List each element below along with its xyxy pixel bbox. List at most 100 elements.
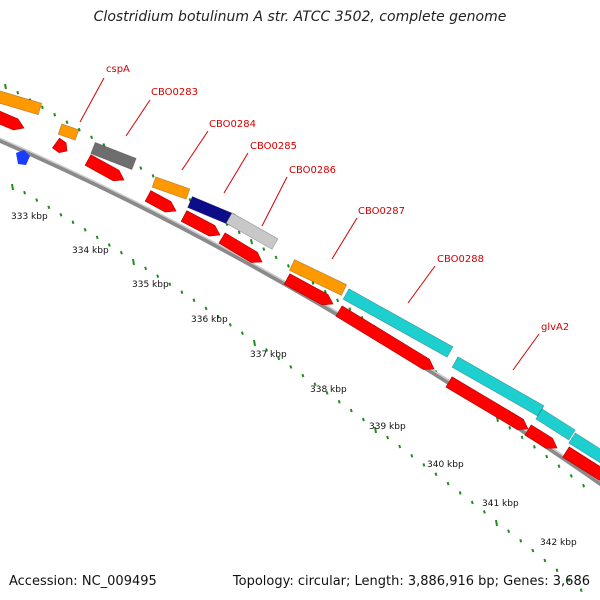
gene-label: CBO0288 <box>437 254 484 265</box>
outer-tick-mark <box>323 289 327 294</box>
inner-tick-mark <box>11 183 14 191</box>
outer-tick-mark <box>348 307 352 311</box>
outer-tick-mark <box>520 435 524 440</box>
kbp-label: 337 kbp <box>250 350 287 360</box>
outer-tick-mark <box>90 135 94 140</box>
gene-label: CBO0287 <box>358 206 405 217</box>
gene-block <box>90 141 137 171</box>
outer-tick-mark <box>336 298 340 303</box>
inner-tick-mark <box>386 435 390 440</box>
kbp-label: 341 kbp <box>482 499 519 509</box>
inner-tick-mark <box>277 356 281 361</box>
gene-label: CBO0284 <box>209 119 256 130</box>
inner-tick-mark <box>507 529 511 533</box>
label-leader <box>125 99 151 137</box>
topology-text: Topology: circular; Length: 3,886,916 bp… <box>232 574 590 589</box>
inner-tick-mark <box>579 588 583 592</box>
inner-tick-mark <box>95 235 99 240</box>
outer-tick-mark <box>274 255 278 260</box>
cds-arrow <box>562 446 600 481</box>
gene-block <box>288 259 348 296</box>
inner-tick-mark <box>192 298 196 303</box>
inner-tick-mark <box>374 426 377 434</box>
outer-tick-mark <box>102 143 106 147</box>
inner-tick-mark <box>265 348 269 352</box>
inner-tick-mark <box>361 417 365 422</box>
cds-arrow <box>283 273 334 306</box>
inner-tick-mark <box>253 339 256 347</box>
gene-label: CBO0283 <box>151 87 198 98</box>
outer-tick-mark <box>237 230 241 235</box>
inner-tick-mark <box>47 205 51 210</box>
outer-tick-mark <box>286 264 290 268</box>
inner-tick-mark <box>240 331 244 335</box>
genome-backbone-highlight <box>0 137 600 482</box>
gene-block <box>535 408 576 441</box>
inner-tick-mark <box>228 323 232 327</box>
gene-block <box>0 90 43 116</box>
kbp-label: 339 kbp <box>369 422 406 432</box>
gene-label: glvA2 <box>541 322 569 333</box>
kbp-label: 338 kbp <box>310 385 347 395</box>
accession-text: Accession: NC_009495 <box>9 574 157 589</box>
outer-tick-mark <box>569 474 573 478</box>
kbp-label: 334 kbp <box>72 246 109 256</box>
gene-label: CBO0286 <box>289 165 336 176</box>
genome-backbone <box>0 137 600 487</box>
blue-marker <box>16 150 30 165</box>
inner-tick-mark <box>180 290 184 294</box>
gene-block <box>225 212 279 250</box>
kbp-label: 333 kbp <box>11 212 48 222</box>
accession-label: Accession: <box>9 574 78 589</box>
inner-tick-mark <box>482 510 486 514</box>
feature-track <box>0 90 600 481</box>
inner-tick-mark <box>531 548 535 553</box>
gene-block <box>342 288 454 358</box>
cds-arrow <box>218 232 263 263</box>
outer-tick-mark <box>582 483 586 488</box>
inner-tick-mark <box>83 227 87 232</box>
outer-tick-mark <box>151 174 155 178</box>
inner-tick-mark <box>446 481 450 486</box>
label-leader <box>331 217 358 260</box>
inner-tick-mark <box>23 190 27 195</box>
kbp-label: 342 kbp <box>540 538 577 548</box>
kbp-label: 335 kbp <box>132 280 169 290</box>
gene-label: CBO0285 <box>250 141 297 152</box>
gene-block <box>451 356 545 417</box>
outer-tick-mark <box>77 127 81 132</box>
outer-tick-mark <box>311 281 315 285</box>
inner-tick-mark <box>470 500 474 505</box>
outer-tick-mark <box>250 239 253 245</box>
inner-tick-mark <box>567 578 571 582</box>
label-leaders <box>79 77 540 371</box>
label-leader <box>512 333 540 371</box>
gene-block <box>187 195 236 227</box>
kbp-label: 336 kbp <box>191 315 228 325</box>
inner-tick-mark <box>168 282 172 286</box>
outer-tick-mark <box>188 197 192 202</box>
cds-arrow <box>335 305 435 370</box>
cds-arrow <box>84 154 125 182</box>
gene-block <box>568 432 600 464</box>
inner-tick-mark <box>410 453 414 458</box>
outer-tick-mark <box>557 464 561 469</box>
outer-tick-mark <box>53 112 57 117</box>
inner-tick-mark <box>35 198 39 202</box>
inner-tick-mark <box>519 539 523 543</box>
inner-tick-mark <box>204 306 208 311</box>
outer-tick-mark <box>65 120 69 125</box>
kbp-label: 340 kbp <box>427 460 464 470</box>
outer-tick-mark <box>262 247 266 251</box>
cds-arrow <box>52 137 68 153</box>
cds-arrow <box>144 190 177 213</box>
gene-label-layer: cspA CBO0283 CBO0284 CBO0285 CBO0286 CBO0287 C… <box>106 64 569 333</box>
inner-tick-mark <box>555 568 559 573</box>
inner-tick-mark <box>156 274 160 279</box>
accession-value: NC_009495 <box>81 574 157 589</box>
outer-tick-mark <box>139 166 143 170</box>
label-leader <box>407 265 436 304</box>
gene-block <box>151 176 191 200</box>
outer-tick-mark <box>532 445 536 449</box>
